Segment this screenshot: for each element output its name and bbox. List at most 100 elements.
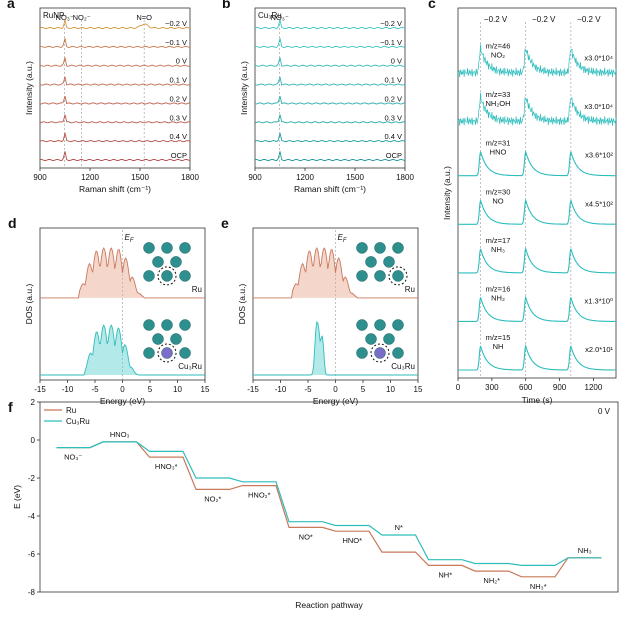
surface-atom-icon bbox=[170, 333, 182, 345]
x-tick-label: -5 bbox=[91, 385, 99, 394]
species-label: HNO bbox=[490, 148, 507, 157]
raman-spectrum-line bbox=[39, 76, 191, 86]
raman-spectrum-line bbox=[39, 132, 191, 143]
raman-spectrum-line bbox=[39, 151, 191, 162]
surface-atom-icon bbox=[152, 256, 164, 268]
intermediate-label: NH* bbox=[438, 570, 452, 579]
y-axis-label: DOS (a.u.) bbox=[237, 284, 247, 325]
dos-series-label: Ru bbox=[192, 285, 202, 294]
scale-factor-label: x3.0*10⁴ bbox=[584, 54, 613, 63]
scale-factor-label: x1.3*10⁰ bbox=[585, 296, 613, 305]
x-tick-label: 10 bbox=[386, 385, 395, 394]
surface-atom-icon bbox=[179, 319, 191, 331]
mz-label: m/z=17 bbox=[486, 236, 511, 245]
surface-atom-icon bbox=[152, 333, 164, 345]
potential-label: 0.1 V bbox=[384, 76, 402, 85]
surface-atom-icon bbox=[356, 270, 368, 282]
x-tick-label: 1200 bbox=[585, 383, 603, 392]
surface-atom-icon bbox=[143, 347, 155, 359]
y-tick-label: 0 bbox=[31, 436, 36, 445]
raman-spectrum-line bbox=[255, 95, 406, 105]
surface-atom-icon bbox=[179, 242, 191, 254]
surface-atom-icon bbox=[392, 347, 404, 359]
dems-trace-line bbox=[458, 198, 616, 225]
panel-label-d: d bbox=[8, 215, 17, 231]
dos-area-fill bbox=[40, 325, 205, 375]
raman-spectrum-line bbox=[254, 114, 406, 124]
legend-label: Ru bbox=[66, 406, 76, 415]
potential-label: 0.2 V bbox=[169, 94, 187, 103]
x-axis-label: Energy (eV) bbox=[313, 396, 359, 406]
potential-label: 0.4 V bbox=[384, 132, 402, 141]
dos-curve-line bbox=[253, 246, 418, 299]
surface-atom-icon bbox=[179, 270, 191, 282]
x-tick-label: 5 bbox=[361, 385, 366, 394]
dems-trace-line bbox=[457, 44, 617, 78]
mz-label: m/z=31 bbox=[486, 139, 511, 148]
potential-label: −0.2 V bbox=[165, 19, 187, 28]
x-axis-label: Raman shift (cm⁻¹) bbox=[294, 184, 366, 194]
y-axis-label: E (eV) bbox=[12, 485, 22, 509]
species-label: NH bbox=[493, 342, 504, 351]
y-axis-label: Intensity (a.u.) bbox=[442, 166, 452, 220]
dos-series-label: Cu₃Ru bbox=[391, 362, 415, 371]
surface-atom-icon bbox=[392, 319, 404, 331]
panel-label-e: e bbox=[221, 215, 229, 231]
x-tick-label: -10 bbox=[275, 385, 287, 394]
surface-atom-icon bbox=[374, 319, 386, 331]
raman-spectrum-line bbox=[254, 19, 406, 30]
intermediate-label: NH₂* bbox=[483, 576, 500, 585]
pulse-label: −0.2 V bbox=[577, 15, 601, 24]
x-tick-label: 900 bbox=[33, 173, 47, 182]
intermediate-label: N* bbox=[395, 523, 403, 532]
x-tick-label: 1800 bbox=[396, 173, 414, 182]
x-tick-label: 0 bbox=[120, 385, 125, 394]
x-tick-label: 1800 bbox=[181, 173, 199, 182]
potential-label: 0.3 V bbox=[384, 113, 402, 122]
panel-a-frame bbox=[39, 7, 191, 169]
species-label: NO₂ bbox=[491, 51, 505, 60]
species-label: NH₃ bbox=[491, 245, 505, 254]
surface-atom-icon bbox=[383, 333, 395, 345]
ru-atom-icon bbox=[161, 347, 173, 359]
surface-atom-icon bbox=[161, 242, 173, 254]
y-tick-label: -2 bbox=[28, 474, 36, 483]
dos-series-label: Ru bbox=[405, 285, 415, 294]
x-axis-label: Time (s) bbox=[522, 395, 553, 405]
surface-atom-icon bbox=[143, 242, 155, 254]
active-site-marker-icon bbox=[157, 266, 177, 286]
scale-factor-label: x3.0*10⁴ bbox=[584, 102, 613, 111]
mz-label: m/z=46 bbox=[486, 42, 511, 51]
x-tick-label: 15 bbox=[201, 385, 210, 394]
dos-curve-line bbox=[40, 324, 205, 376]
x-tick-label: 1500 bbox=[346, 173, 364, 182]
raman-spectrum-line bbox=[254, 151, 406, 162]
dems-trace-line bbox=[458, 246, 616, 274]
surface-atom-icon bbox=[383, 256, 395, 268]
intermediate-label: NO₃⁻ bbox=[64, 453, 82, 462]
legend-label: Cu₃Ru bbox=[66, 417, 90, 426]
potential-label: OCP bbox=[386, 151, 402, 160]
panel-f-frame bbox=[39, 401, 619, 593]
dos-curve-line bbox=[40, 246, 205, 299]
x-tick-label: -5 bbox=[304, 385, 312, 394]
raman-spectrum-line bbox=[39, 57, 191, 67]
species-label: NO bbox=[492, 196, 503, 205]
raman-spectrum-line bbox=[254, 76, 406, 86]
mz-label: m/z=15 bbox=[486, 333, 511, 342]
x-tick-label: 900 bbox=[553, 383, 567, 392]
panel-b-frame bbox=[254, 7, 406, 169]
x-axis-label: Energy (eV) bbox=[100, 396, 146, 406]
x-tick-label: 300 bbox=[485, 383, 499, 392]
pulse-label: −0.2 V bbox=[484, 15, 508, 24]
dems-trace-line bbox=[457, 92, 617, 126]
sample-label: RuNP bbox=[43, 11, 64, 20]
x-axis-label: Reaction pathway bbox=[295, 600, 363, 610]
panel-label-a: a bbox=[7, 0, 15, 11]
y-axis-label: Intensity (a.u.) bbox=[239, 61, 249, 115]
y-axis-label: Intensity (a.u.) bbox=[24, 61, 34, 115]
y-tick-label: 2 bbox=[31, 398, 36, 407]
energy-pathway-line bbox=[56, 441, 602, 567]
condition-label: 0 V bbox=[598, 407, 611, 416]
raman-spectrum-line bbox=[254, 57, 406, 67]
